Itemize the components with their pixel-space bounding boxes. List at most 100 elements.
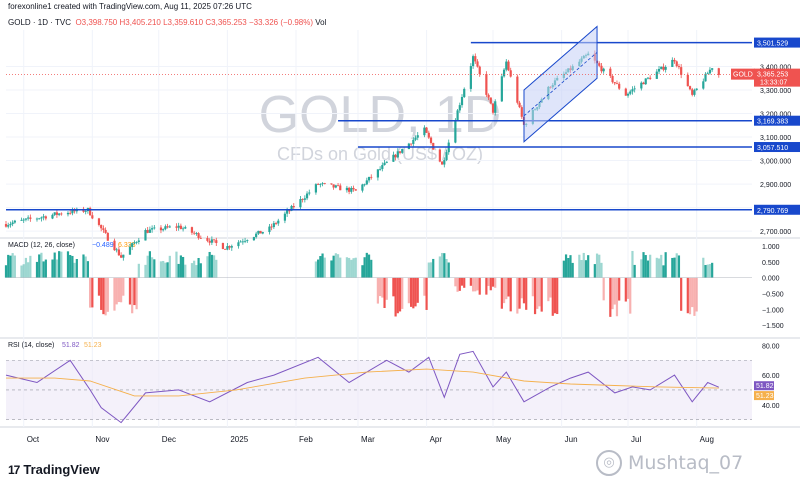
candle-body <box>270 226 273 228</box>
candle-body <box>633 88 636 90</box>
candle <box>299 195 302 210</box>
attribution-text: forexonline1 created with TradingView.co… <box>8 2 252 11</box>
macd-histogram-bar <box>662 265 665 278</box>
candle-body <box>352 187 355 190</box>
macd-histogram-bar <box>354 257 357 278</box>
candle <box>166 223 169 229</box>
candle <box>159 225 163 234</box>
candle-body <box>195 233 198 234</box>
candle <box>489 97 492 105</box>
candle-body <box>184 227 187 229</box>
macd-histogram-bar <box>168 255 171 278</box>
candle-body <box>230 246 233 248</box>
macd-histogram-bar <box>84 256 87 278</box>
candle-body <box>179 225 182 229</box>
candle <box>429 136 433 145</box>
macd-histogram-bar <box>181 256 185 278</box>
macd-histogram-bar <box>339 257 342 278</box>
candle-body <box>688 86 692 90</box>
candle-body <box>680 67 683 75</box>
candle-body <box>598 63 601 66</box>
candle <box>704 72 707 82</box>
candle <box>491 103 495 115</box>
macd-histogram-bar <box>691 277 694 308</box>
candle <box>27 215 30 221</box>
candle <box>695 88 698 91</box>
macd-histogram-bar <box>706 264 709 278</box>
candle <box>243 237 247 244</box>
candle-body <box>673 59 676 62</box>
candle-body <box>239 241 242 243</box>
macd-histogram-bar <box>164 262 167 278</box>
macd-histogram-bar <box>383 277 386 308</box>
macd-histogram-bar <box>128 277 132 305</box>
rsi-title: RSI (14, close) <box>8 342 54 349</box>
rsi-value-tag-label: 51.82 <box>756 383 774 390</box>
candle <box>711 68 714 72</box>
candle <box>350 186 353 194</box>
candle <box>259 230 262 234</box>
candle-body <box>631 89 634 92</box>
macd-histogram-bar <box>148 251 151 278</box>
macd-histogram-bar <box>102 277 105 315</box>
candle-body <box>11 222 14 225</box>
candle <box>97 217 101 227</box>
x-axis-tick-label: Oct <box>27 435 40 444</box>
candle-body <box>292 205 295 208</box>
candle-body <box>190 227 194 233</box>
candle-body <box>177 225 180 228</box>
macd-histogram-bar <box>27 262 30 278</box>
brand-label: TradingView <box>23 462 100 477</box>
candle-body <box>13 220 16 223</box>
macd-histogram-bar <box>469 277 472 286</box>
candle-body <box>463 88 466 97</box>
symbol-line[interactable]: GOLD · 1D · TVC <box>8 18 71 27</box>
candle-body <box>100 224 103 229</box>
candle-body <box>7 225 10 227</box>
ascending-channel <box>523 25 598 143</box>
candle <box>361 183 364 193</box>
candle-body <box>354 189 357 191</box>
rsi-axis-tick-label: 60.00 <box>762 373 780 380</box>
macd-histogram-bar <box>195 265 198 278</box>
candle-body <box>646 77 650 79</box>
candle <box>516 74 519 105</box>
candle-body <box>686 74 689 87</box>
candle <box>505 59 508 72</box>
candle-body <box>383 162 386 166</box>
candle-body <box>363 184 366 186</box>
candle <box>370 174 373 180</box>
macd-histogram-bar <box>401 277 404 309</box>
macd-histogram-bar <box>71 255 74 278</box>
macd-histogram-bar <box>350 259 353 278</box>
candle-body <box>22 219 25 221</box>
candle-body <box>367 176 371 181</box>
candle <box>148 226 151 233</box>
candle-body <box>394 154 397 158</box>
macd-histogram-bar <box>711 262 714 278</box>
level-price-tag <box>754 37 800 48</box>
macd-histogram-bar <box>190 263 194 278</box>
candle <box>407 142 410 150</box>
candle-body <box>151 228 154 230</box>
tradingview-brand[interactable]: 17 TradingView <box>8 462 100 477</box>
macd-histogram-bar <box>104 277 107 316</box>
macd-histogram-bar <box>51 259 54 278</box>
candle-body <box>38 218 41 220</box>
candle <box>252 236 256 242</box>
macd-histogram-bar <box>602 277 605 301</box>
macd-histogram-bar <box>522 277 526 304</box>
macd-histogram-bar <box>55 259 59 278</box>
macd-histogram-bar <box>549 277 552 298</box>
channel-midline <box>523 52 598 117</box>
candle-body <box>416 135 419 138</box>
candle <box>385 161 388 164</box>
macd-histogram-bar <box>600 262 603 278</box>
candle <box>181 226 185 232</box>
candle-body <box>348 187 351 192</box>
macd-histogram-bar <box>489 277 492 291</box>
candle <box>164 224 167 231</box>
candle-body <box>370 176 373 178</box>
candle-body <box>319 184 322 185</box>
